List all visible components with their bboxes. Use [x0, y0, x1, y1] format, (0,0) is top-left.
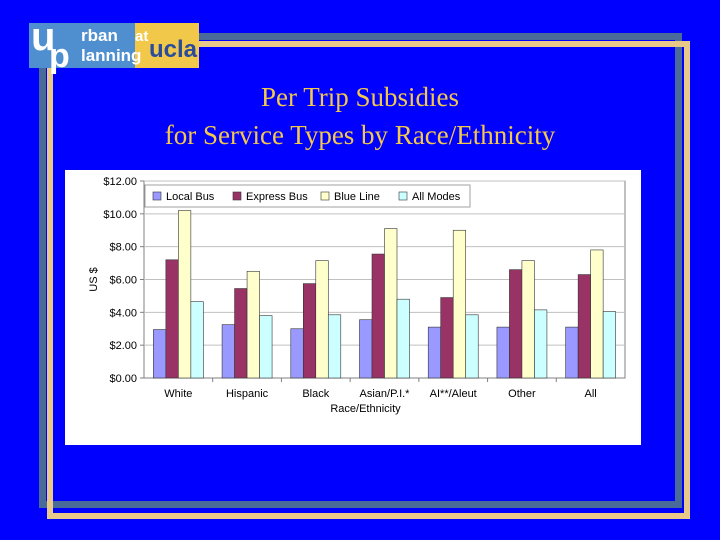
logo-at: at [135, 28, 149, 45]
bar [509, 269, 523, 379]
logo-rban: rban [81, 26, 118, 45]
y-tick-label: $2.00 [109, 340, 137, 352]
y-axis-label: US $ [88, 267, 100, 291]
slide-title: Per Trip Subsidies for Service Types by … [60, 78, 660, 154]
bar [178, 210, 192, 379]
legend-swatch [232, 191, 242, 201]
x-tick-label: Hispanic [226, 388, 269, 400]
bar [565, 326, 579, 379]
legend-swatch [320, 191, 330, 201]
x-tick-label: Asian/P.I.* [360, 388, 411, 400]
bar [221, 324, 235, 379]
x-axis-label: Race/Ethnicity [330, 403, 401, 415]
logo-left-block [29, 23, 135, 68]
bar [259, 315, 273, 379]
legend-box [144, 184, 471, 208]
bar [384, 228, 398, 379]
bar-chart: $0.00 $2.00 $4.00 $6.00 $8.00 $10.00 $12.00 US … [65, 170, 641, 445]
bar [190, 301, 204, 379]
bar [496, 326, 510, 379]
slide-frame-inner [47, 41, 690, 519]
bar [315, 260, 329, 379]
title-line-2: for Service Types by Race/Ethnicity [164, 120, 556, 150]
bar [452, 229, 467, 379]
legend-label: Express Bus [246, 191, 308, 203]
legend-label: Blue Line [334, 191, 380, 203]
title-line-1: Per Trip Subsidies [260, 82, 460, 112]
y-tick-label: $6.00 [109, 275, 137, 287]
bar [359, 319, 373, 379]
legend-swatch [152, 191, 162, 201]
logo-right-block [135, 23, 199, 68]
legend-label: All Modes [412, 191, 461, 203]
legend-label: Local Bus [166, 191, 215, 203]
bar [290, 328, 304, 379]
bar [371, 253, 385, 379]
bar [465, 314, 479, 379]
bar [327, 314, 342, 379]
logo-ucla: ucla [149, 36, 198, 63]
x-tick-label: All [585, 388, 597, 400]
logo-u: u [31, 15, 56, 59]
x-tick-label: Other [508, 388, 536, 400]
chart-svg: $0.00 $2.00 $4.00 $6.00 $8.00 $10.00 $12.00 US … [88, 176, 626, 415]
y-tick-label: $4.00 [109, 307, 137, 319]
y-tick-label: $8.00 [109, 242, 137, 254]
bar [602, 311, 616, 379]
bar [440, 297, 454, 379]
bar [165, 259, 179, 379]
y-tick-label: $12.00 [103, 176, 137, 188]
legend-swatch [398, 191, 408, 201]
y-tick-label: $10.00 [103, 209, 137, 221]
urban-planning-logo: u rban p lanning at ucla [29, 15, 199, 75]
x-tick-label: AI**/Aleut [430, 388, 477, 400]
bar [396, 298, 410, 379]
bar [577, 274, 591, 379]
y-tick-label: $0.00 [109, 373, 137, 385]
bar [246, 270, 260, 379]
bar [234, 288, 248, 379]
x-tick-label: White [164, 388, 192, 400]
bar [153, 329, 167, 379]
bar [427, 326, 442, 379]
bar [534, 309, 548, 379]
logo-p: p [49, 37, 70, 75]
bar [302, 283, 317, 379]
logo-lanning: lanning [81, 46, 142, 65]
bar [590, 249, 604, 379]
x-tick-label: Black [302, 388, 329, 400]
bar [521, 260, 535, 379]
slide-frame-outer [39, 33, 682, 508]
